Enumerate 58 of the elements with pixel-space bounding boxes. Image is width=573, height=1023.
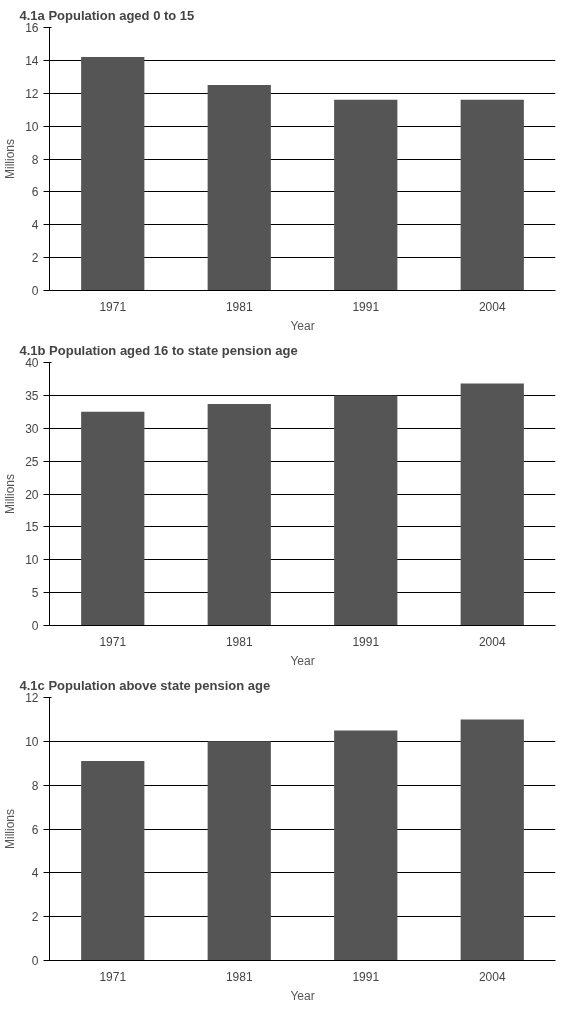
bar — [207, 85, 271, 291]
bar — [460, 383, 524, 626]
chart-title: 4.1b Population aged 16 to state pension age — [19, 342, 298, 358]
y-axis-title: Millions — [3, 138, 18, 179]
y-tick-label: 16 — [25, 21, 39, 35]
bar — [81, 57, 145, 291]
x-tick-label: 1991 — [352, 969, 380, 984]
y-tick-label: 25 — [25, 454, 39, 469]
y-tick-label: 14 — [25, 53, 39, 68]
y-tick-label: 12 — [25, 691, 39, 705]
x-tick-label: 2004 — [478, 299, 506, 314]
x-tick-label: 1971 — [99, 969, 127, 984]
y-tick-label: 12 — [25, 86, 39, 101]
y-axis-title: Millions — [3, 473, 18, 514]
x-tick-label: 1981 — [225, 634, 253, 649]
y-tick-label: 10 — [25, 119, 39, 134]
y-tick-label: 35 — [25, 388, 39, 403]
y-tick-label: 4 — [31, 866, 39, 881]
bar — [81, 761, 145, 961]
y-tick-label: 0 — [31, 619, 39, 633]
y-tick-label: 2 — [31, 910, 39, 925]
x-axis-title: Year — [290, 653, 315, 668]
y-tick-label: 30 — [25, 421, 39, 436]
x-axis-title: Year — [290, 318, 315, 333]
y-tick-label: 6 — [31, 185, 39, 200]
x-tick-label: 1971 — [99, 299, 127, 314]
x-tick-label: 1981 — [225, 969, 253, 984]
chart-title: 4.1c Population above state pension age — [19, 677, 271, 693]
y-tick-label: 0 — [31, 284, 39, 298]
x-axis-title: Year — [290, 988, 315, 1003]
y-tick-label: 4 — [31, 218, 39, 233]
bar — [334, 395, 398, 626]
chart-title: 4.1a Population aged 0 to 15 — [19, 7, 195, 23]
y-tick-label: 0 — [31, 954, 39, 968]
y-tick-label: 15 — [25, 520, 39, 535]
bar — [81, 411, 145, 626]
y-tick-label: 10 — [25, 553, 39, 568]
y-tick-label: 20 — [25, 487, 39, 502]
y-tick-label: 5 — [31, 586, 39, 601]
x-tick-label: 2004 — [478, 634, 506, 649]
y-axis-title: Millions — [3, 808, 18, 849]
bar — [334, 99, 398, 291]
bar — [207, 741, 271, 961]
x-tick-label: 1981 — [225, 299, 253, 314]
y-tick-label: 8 — [31, 778, 39, 793]
x-tick-label: 1991 — [352, 299, 380, 314]
x-tick-label: 1971 — [99, 634, 127, 649]
y-tick-label: 40 — [25, 356, 39, 370]
bar — [334, 730, 398, 961]
bar — [460, 99, 524, 291]
y-tick-label: 6 — [31, 822, 39, 837]
bar — [207, 403, 271, 626]
y-tick-label: 2 — [31, 251, 39, 266]
y-tick-label: 8 — [31, 152, 39, 167]
x-tick-label: 2004 — [478, 969, 506, 984]
y-tick-label: 10 — [25, 734, 39, 749]
x-tick-label: 1991 — [352, 634, 380, 649]
bar — [460, 719, 524, 961]
